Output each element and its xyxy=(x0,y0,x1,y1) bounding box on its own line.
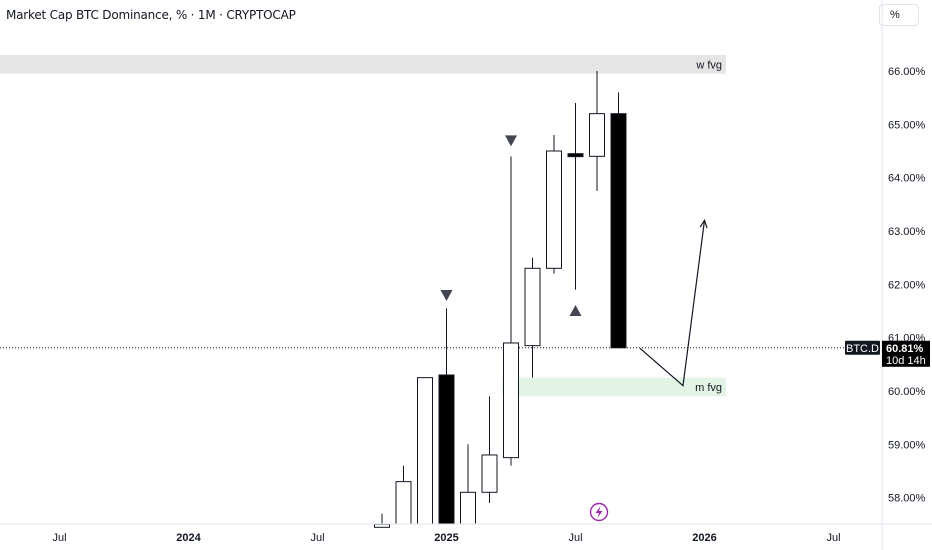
candle xyxy=(546,134,562,274)
candle-body xyxy=(438,374,455,525)
candle-body xyxy=(417,377,433,525)
lightning-icon[interactable] xyxy=(589,502,609,522)
candle-body xyxy=(374,523,390,528)
triangle-down-marker xyxy=(505,135,517,147)
candle xyxy=(374,513,390,528)
candle xyxy=(567,102,584,290)
lightning-icon-bolt xyxy=(595,506,603,518)
unit-button[interactable]: % xyxy=(879,4,919,26)
candle-body xyxy=(546,150,562,269)
chart-title: Market Cap BTC Dominance, % · 1M · CRYPT… xyxy=(6,8,296,22)
candle xyxy=(438,308,455,525)
candle-body xyxy=(503,342,519,459)
price-tick-label: 62.00% xyxy=(888,279,926,291)
candle-body xyxy=(395,481,412,525)
zone-label: m fvg xyxy=(695,382,722,394)
price-tick-label: 64.00% xyxy=(888,173,926,185)
candle-body xyxy=(460,491,476,525)
zone-w-fvg xyxy=(0,55,726,74)
price-tick-label: 66.00% xyxy=(888,66,926,78)
symbol-tag xyxy=(845,340,880,355)
time-tick-label: 2025 xyxy=(434,532,458,544)
projection-path xyxy=(639,220,706,387)
candle-body xyxy=(524,267,541,347)
triangle-down-marker xyxy=(440,289,453,301)
candle-countdown: 10d 14h xyxy=(886,355,926,367)
candle xyxy=(589,71,605,191)
price-tick-label: 59.00% xyxy=(888,439,926,451)
triangle-up-marker xyxy=(569,304,582,316)
price-tick-label: 65.00% xyxy=(888,119,926,131)
time-tick-label: Jul xyxy=(52,532,66,544)
time-tick-label: Jul xyxy=(568,532,582,544)
candle xyxy=(481,396,498,503)
candle xyxy=(524,257,541,378)
candle xyxy=(395,465,412,525)
current-price-value: 60.81% xyxy=(886,343,924,355)
time-tick-label: 2026 xyxy=(692,532,716,544)
candle-body xyxy=(481,454,498,493)
projection-arrowhead xyxy=(699,218,708,229)
price-tick-label: 58.00% xyxy=(888,493,926,505)
candle-body xyxy=(610,113,627,349)
price-tick-label: 60.00% xyxy=(888,386,926,398)
candle-body xyxy=(589,113,605,157)
time-tick-label: Jul xyxy=(826,532,840,544)
candle xyxy=(503,156,519,466)
price-tick-label: 63.00% xyxy=(888,226,926,238)
time-tick-label: Jul xyxy=(310,532,324,544)
candle xyxy=(610,92,627,349)
current-price-tag xyxy=(882,340,930,367)
symbol-label: BTC.D xyxy=(846,343,879,355)
zone-m-fvg xyxy=(502,377,726,397)
lightning-icon-ring xyxy=(589,502,609,522)
candle xyxy=(460,444,476,525)
candle xyxy=(417,377,433,525)
candles-group xyxy=(374,71,627,528)
candle-body xyxy=(567,153,584,158)
time-tick-label: 2024 xyxy=(176,532,201,544)
zone-label: w fvg xyxy=(695,59,722,71)
